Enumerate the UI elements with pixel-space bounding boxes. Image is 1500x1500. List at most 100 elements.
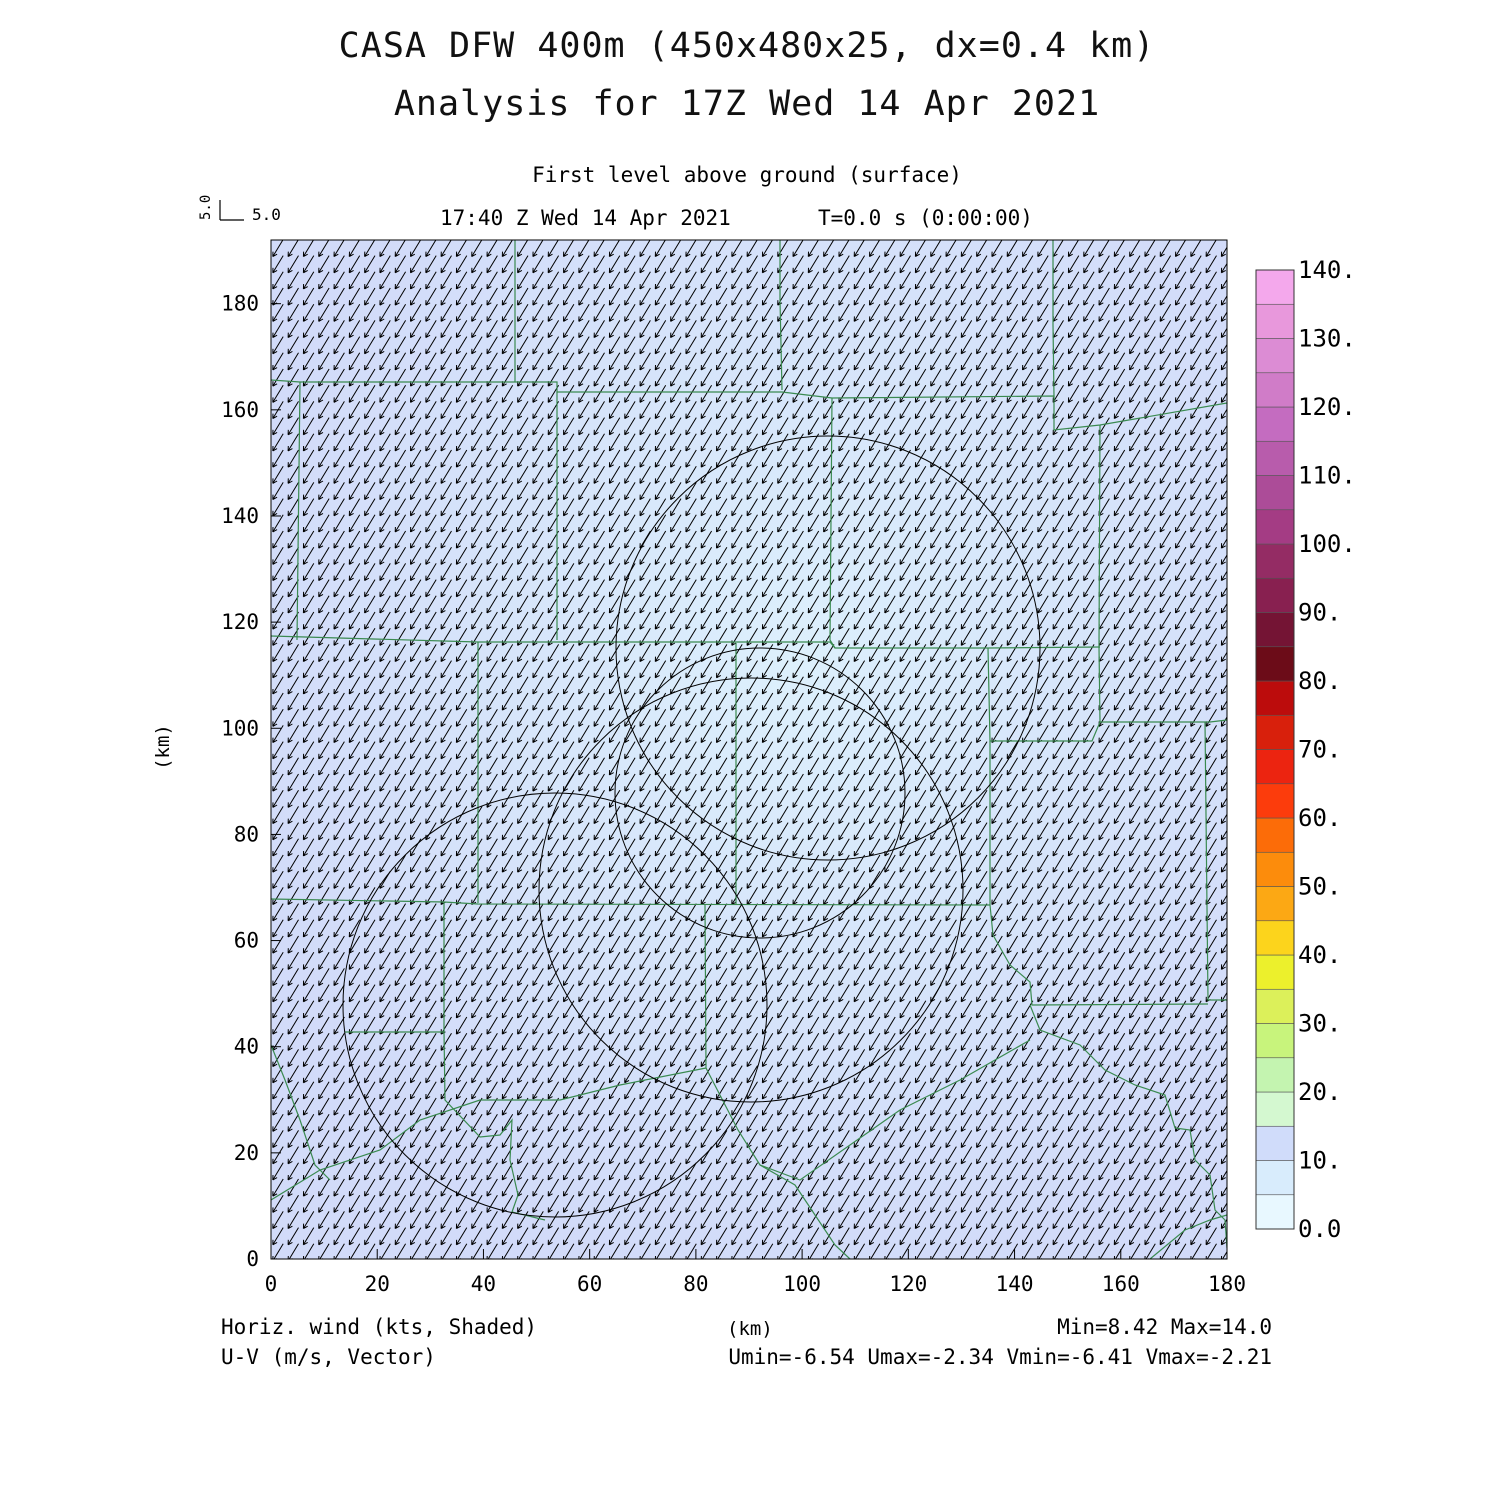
wind-plot: 0 20 40 60 80 100 120 140 160 180 0 20 40 60 80 100 120… xyxy=(221,239,1246,1296)
x-tick-label: 120 xyxy=(889,1272,927,1296)
county-line xyxy=(443,1031,546,1221)
title-line-1: CASA DFW 400m (450x480x25, dx=0.4 km) xyxy=(338,26,1156,66)
colorbar-label: 80. xyxy=(1298,667,1341,695)
range-ring-southwest xyxy=(342,792,768,1218)
colorbar-segment xyxy=(1255,440,1295,476)
colorbar: 0.0 10. 20. 30. 40. 50. 60. 70. 80. 90. 100. 110. 12… xyxy=(1255,256,1356,1243)
colorbar-label: 70. xyxy=(1298,736,1341,764)
colorbar-segment xyxy=(1255,988,1295,1024)
colorbar-segment xyxy=(1255,612,1295,648)
county-line xyxy=(1149,1214,1227,1259)
colorbar-label: 110. xyxy=(1298,462,1356,490)
colorbar-segment xyxy=(1255,372,1295,408)
colorbar-label: 130. xyxy=(1298,325,1356,353)
range-rings xyxy=(342,435,1041,1218)
colorbar-segment xyxy=(1255,714,1295,750)
county-line xyxy=(1029,1004,1227,1249)
colorbar-segment xyxy=(1255,1160,1295,1196)
county-line xyxy=(296,381,301,641)
county-line xyxy=(271,1044,331,1181)
x-tick-label: 60 xyxy=(577,1272,602,1296)
colorbar-label: 30. xyxy=(1298,1010,1341,1038)
county-line xyxy=(271,1067,707,1201)
valid-time-label: 17:40 Z Wed 14 Apr 2021 xyxy=(440,206,731,230)
y-axis: 0 20 40 60 80 100 120 140 160 180 xyxy=(221,292,281,1271)
colorbar-label: 120. xyxy=(1298,393,1356,421)
field-description-vector: U-V (m/s, Vector) xyxy=(221,1345,436,1369)
county-line xyxy=(987,647,1101,742)
y-tick-label: 60 xyxy=(234,929,259,953)
y-tick-label: 180 xyxy=(221,292,259,316)
x-tick-label: 100 xyxy=(783,1272,821,1296)
county-line xyxy=(759,1039,1031,1181)
colorbar-segment xyxy=(1255,543,1295,579)
x-tick-label: 180 xyxy=(1208,1272,1246,1296)
colorbar-segment xyxy=(1255,269,1295,305)
x-tick-label: 20 xyxy=(365,1272,390,1296)
range-ring-north xyxy=(615,435,1041,861)
y-tick-label: 120 xyxy=(221,610,259,634)
colorbar-label: 60. xyxy=(1298,804,1341,832)
min-max-readout: Min=8.42 Max=14.0 xyxy=(1057,1315,1272,1339)
wind-vector-arrows xyxy=(272,240,1227,1259)
colorbar-label: 40. xyxy=(1298,941,1341,969)
colorbar-segment xyxy=(1255,406,1295,442)
county-line xyxy=(271,898,991,906)
county-line xyxy=(779,240,783,391)
x-tick-label: 40 xyxy=(471,1272,496,1296)
county-line xyxy=(271,379,1227,431)
colorbar-segment xyxy=(1255,817,1295,853)
colorbar-segment xyxy=(1255,1091,1295,1127)
reference-vector-key: 5.0 5.0 xyxy=(198,195,281,224)
x-axis: 0 20 40 60 80 100 120 140 160 180 xyxy=(265,1249,1246,1296)
colorbar-segment xyxy=(1255,1125,1295,1161)
colorbar-segment xyxy=(1255,577,1295,613)
colorbar-segment xyxy=(1255,886,1295,922)
x-tick-label: 0 xyxy=(265,1272,278,1296)
x-tick-label: 80 xyxy=(683,1272,708,1296)
y-tick-label: 100 xyxy=(221,716,259,740)
county-line xyxy=(1052,240,1055,398)
colorbar-segment xyxy=(1255,303,1295,339)
y-tick-label: 40 xyxy=(234,1035,259,1059)
county-line xyxy=(989,904,1209,1006)
shaded-wind-field xyxy=(271,240,1227,1259)
title-line-2: Analysis for 17Z Wed 14 Apr 2021 xyxy=(393,84,1101,124)
county-line xyxy=(271,635,1101,649)
colorbar-segment xyxy=(1255,749,1295,785)
colorbar-segment xyxy=(1255,851,1295,887)
range-ring-center xyxy=(538,677,964,1103)
colorbar-segment xyxy=(1255,783,1295,819)
y-tick-label: 20 xyxy=(234,1141,259,1165)
x-axis-label: (km) xyxy=(727,1318,773,1340)
y-tick-label: 80 xyxy=(234,822,259,846)
colorbar-frame xyxy=(1255,269,1295,1230)
colorbar-segment xyxy=(1255,338,1295,374)
colorbar-label: 20. xyxy=(1298,1078,1341,1106)
colorbar-segment xyxy=(1255,920,1295,956)
uv-min-max-readout: Umin=-6.54 Umax=-2.34 Vmin=-6.41 Vmax=-2… xyxy=(728,1345,1272,1369)
colorbar-segment xyxy=(1255,1194,1295,1230)
colorbar-segment xyxy=(1255,1023,1295,1059)
colorbar-segment xyxy=(1255,680,1295,716)
x-tick-label: 160 xyxy=(1102,1272,1140,1296)
reference-v-label: 5.0 xyxy=(198,195,214,220)
colorbar-segment xyxy=(1255,509,1295,545)
colorbar-segment xyxy=(1255,646,1295,682)
colorbar-label: 90. xyxy=(1298,599,1341,627)
plot-frame xyxy=(270,239,1228,1260)
colorbar-label: 100. xyxy=(1298,530,1356,558)
colorbar-segment xyxy=(1255,475,1295,511)
forecast-time-label: T=0.0 s (0:00:00) xyxy=(818,206,1033,230)
range-ring-inner xyxy=(614,647,906,939)
colorbar-label: 140. xyxy=(1298,256,1356,284)
reference-u-label: 5.0 xyxy=(252,205,281,224)
level-label: First level above ground (surface) xyxy=(532,163,962,187)
field-description-shaded: Horiz. wind (kts, Shaded) xyxy=(221,1315,538,1339)
colorbar-segment xyxy=(1255,1057,1295,1093)
colorbar-label: 0.0 xyxy=(1298,1215,1341,1243)
county-line xyxy=(1204,721,1227,1001)
colorbar-label: 50. xyxy=(1298,873,1341,901)
y-tick-label: 140 xyxy=(221,504,259,528)
